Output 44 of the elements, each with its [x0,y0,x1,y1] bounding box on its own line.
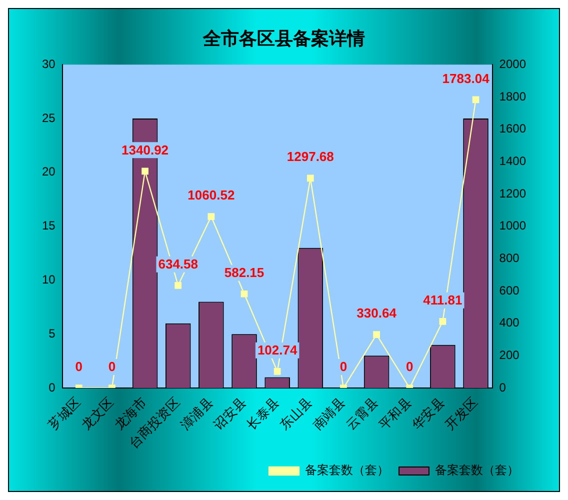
data-label: 0 [75,359,82,374]
y-tick-label: 15 [42,218,56,233]
y2-tick-label: 200 [499,348,520,362]
y-tick-label: 30 [42,56,56,71]
data-label: 1297.68 [286,149,334,164]
y-tick-label: 20 [42,164,56,179]
y2-tick-label: 1800 [499,89,526,104]
x-tick-label: 开发区 [442,395,481,434]
y2-tick-label: 2000 [499,56,526,71]
data-label: 0 [340,359,348,374]
data-label: 0 [108,359,116,374]
point [174,282,182,289]
data-label: 1340.92 [122,142,169,158]
point [208,213,215,220]
data-label: 102.74 [257,342,298,358]
point [306,174,314,182]
y-tick-label: 10 [42,272,56,287]
y2-tick-label: 800 [499,250,520,265]
y-tick-label: 25 [42,110,56,125]
y-tick-label: 0 [48,380,56,394]
data-label: 582.15 [224,264,264,280]
point [240,290,248,298]
y2-tick-label: 1000 [499,218,526,233]
point [472,96,480,104]
y2-tick-label: 0 [499,380,506,394]
point [373,331,380,338]
data-label: 411.81 [423,292,462,308]
y2-tick-label: 1400 [499,154,526,168]
point [439,318,446,325]
point [142,168,148,175]
y2-tick-label: 1600 [499,122,526,136]
y2-tick-label: 1200 [499,186,526,200]
point [274,368,281,375]
chart-title: 全市各区县备案详情 [202,28,365,50]
y2-tick-label: 600 [499,283,520,298]
y-tick-label: 5 [48,326,56,340]
data-label: 634.58 [158,256,198,272]
data-label: 1060.52 [188,188,235,203]
y2-tick-label: 400 [499,316,520,330]
data-label: 0 [406,359,414,374]
legend-label: 备案套数（套） [435,463,519,478]
data-label: 330.64 [356,306,398,321]
data-label: 1783.04 [442,70,490,86]
legend-label: 备案套数（套） [305,463,389,478]
